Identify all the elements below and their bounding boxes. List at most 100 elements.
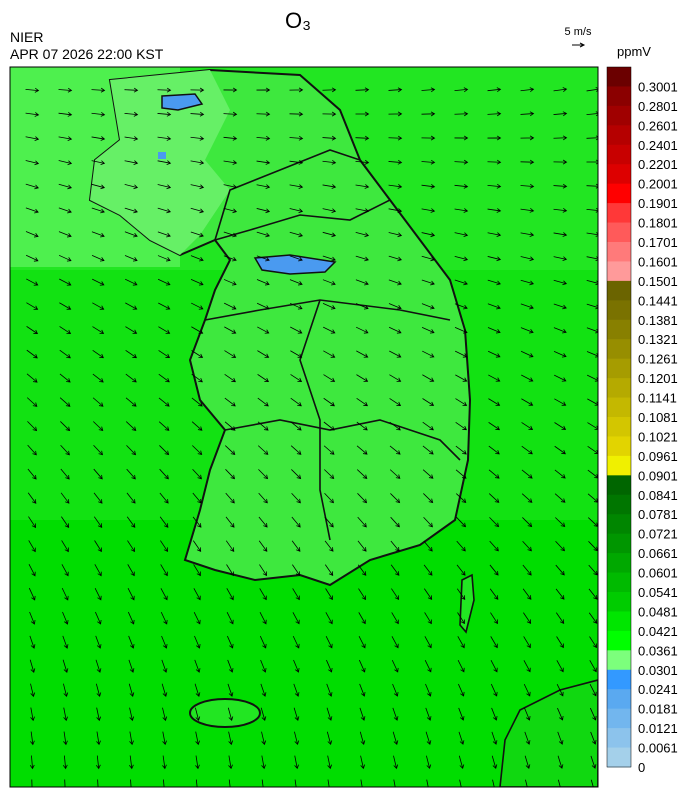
wind-arrow (261, 755, 266, 770)
wind-arrow (95, 659, 102, 673)
wind-arrow (389, 469, 401, 479)
wind-arrow (93, 468, 103, 480)
wind-arrow (421, 255, 436, 262)
wind-arrow (128, 635, 135, 649)
wind-arrow (323, 350, 336, 358)
wind-arrow (325, 635, 333, 649)
wind-arrow (93, 516, 103, 528)
wind-arrow (289, 135, 304, 141)
colorbar-swatch (607, 397, 631, 418)
wind-arrow (191, 326, 204, 334)
wind-arrow (223, 255, 237, 262)
wind-arrow (92, 397, 104, 407)
wind-arrow (126, 468, 136, 480)
wind-arrow (392, 683, 399, 697)
wind-arrow (290, 350, 303, 358)
wind-arrow (488, 469, 500, 479)
wind-arrow (520, 350, 534, 358)
wind-arrow (290, 397, 302, 407)
colorbar-label: 0.0961 (638, 449, 678, 464)
wind-arrow (393, 755, 399, 770)
wind-arrow (357, 493, 368, 504)
wind-arrow (226, 564, 234, 577)
wind-arrow (27, 468, 37, 480)
wind-arrow (590, 731, 597, 745)
wind-arrow (190, 278, 204, 286)
wind-arrow (294, 755, 299, 770)
wind-arrow (489, 540, 499, 552)
wind-arrow (158, 397, 170, 407)
colorbar-label: 0.0781 (638, 507, 678, 522)
wind-arrow (96, 707, 102, 722)
wind-arrow (94, 540, 102, 553)
wind-arrow (454, 279, 468, 286)
wind-arrow (289, 184, 304, 189)
colorbar-label: 0.1801 (638, 216, 678, 231)
wind-arrow (322, 208, 337, 214)
wind-arrow (421, 87, 436, 93)
wind-arrow (520, 303, 534, 310)
wind-arrow (92, 326, 105, 334)
colorbar-label: 0.0241 (638, 682, 678, 697)
wind-arrow (355, 159, 370, 165)
wind-arrow (357, 564, 367, 576)
colorbar-label: 0.1201 (638, 371, 678, 386)
colorbar-frame (606, 66, 632, 768)
wind-arrow (553, 351, 567, 358)
wind-arrow (324, 469, 335, 480)
wind-arrow (28, 540, 36, 553)
wind-arrow (389, 350, 402, 358)
colorbar: 0.3001 0.2801 0.2601 0.2401 0.2201 0.2001 0.19… (606, 66, 678, 775)
wind-arrow (25, 87, 40, 93)
jeju (189, 698, 261, 728)
wind-arrow (28, 587, 36, 601)
wind-arrow (520, 208, 535, 213)
wind-arrow (92, 278, 105, 286)
wind-arrow (127, 564, 135, 577)
wind-arrow (458, 707, 465, 721)
wind-arrow (323, 397, 335, 407)
wind-arrow (158, 350, 171, 359)
wind-arrow (289, 302, 303, 310)
wind-arrow (26, 302, 39, 310)
wind-arrow (355, 303, 369, 310)
wind-arrow (93, 421, 104, 432)
wind-arrow (356, 374, 369, 382)
wind-arrow (456, 540, 466, 552)
wind-arrow (190, 87, 205, 93)
wind-arrow (157, 111, 172, 117)
colorbar-label: 0.0361 (638, 643, 678, 658)
wind-arrow (357, 540, 367, 552)
wind-arrow (26, 373, 38, 383)
wind-arrow (393, 779, 396, 787)
wind-arrow (587, 445, 598, 455)
wind-arrow (425, 731, 432, 745)
colorbar-label: 0.0121 (638, 721, 678, 736)
wind-arrow (520, 183, 535, 189)
wind-arrow (225, 469, 236, 480)
wind-arrow (454, 87, 469, 93)
wind-arrow (192, 516, 202, 528)
colorbar-label: 0.0301 (638, 663, 678, 678)
wind-arrow (60, 421, 71, 432)
wind-arrow (258, 469, 269, 480)
wind-arrow (487, 327, 501, 334)
wind-arrow (323, 445, 335, 455)
colorbar-swatch (607, 689, 631, 710)
colorbar-swatch (607, 86, 631, 107)
wind-arrow (391, 636, 399, 649)
wind-arrow (126, 516, 136, 528)
wind-arrow (323, 374, 336, 382)
wind-arrow (355, 87, 370, 93)
colorbar-swatch (607, 67, 631, 87)
wind-arrow (129, 707, 135, 722)
wind-arrow (130, 779, 132, 787)
wind-arrow (422, 421, 434, 431)
wind-arrow (192, 468, 202, 480)
colorbar-swatch (607, 630, 631, 651)
wind-arrow (190, 231, 204, 238)
wind-arrow (421, 111, 436, 117)
wind-arrow (124, 231, 138, 238)
northwest-land (90, 70, 230, 255)
wind-arrow (358, 659, 366, 673)
